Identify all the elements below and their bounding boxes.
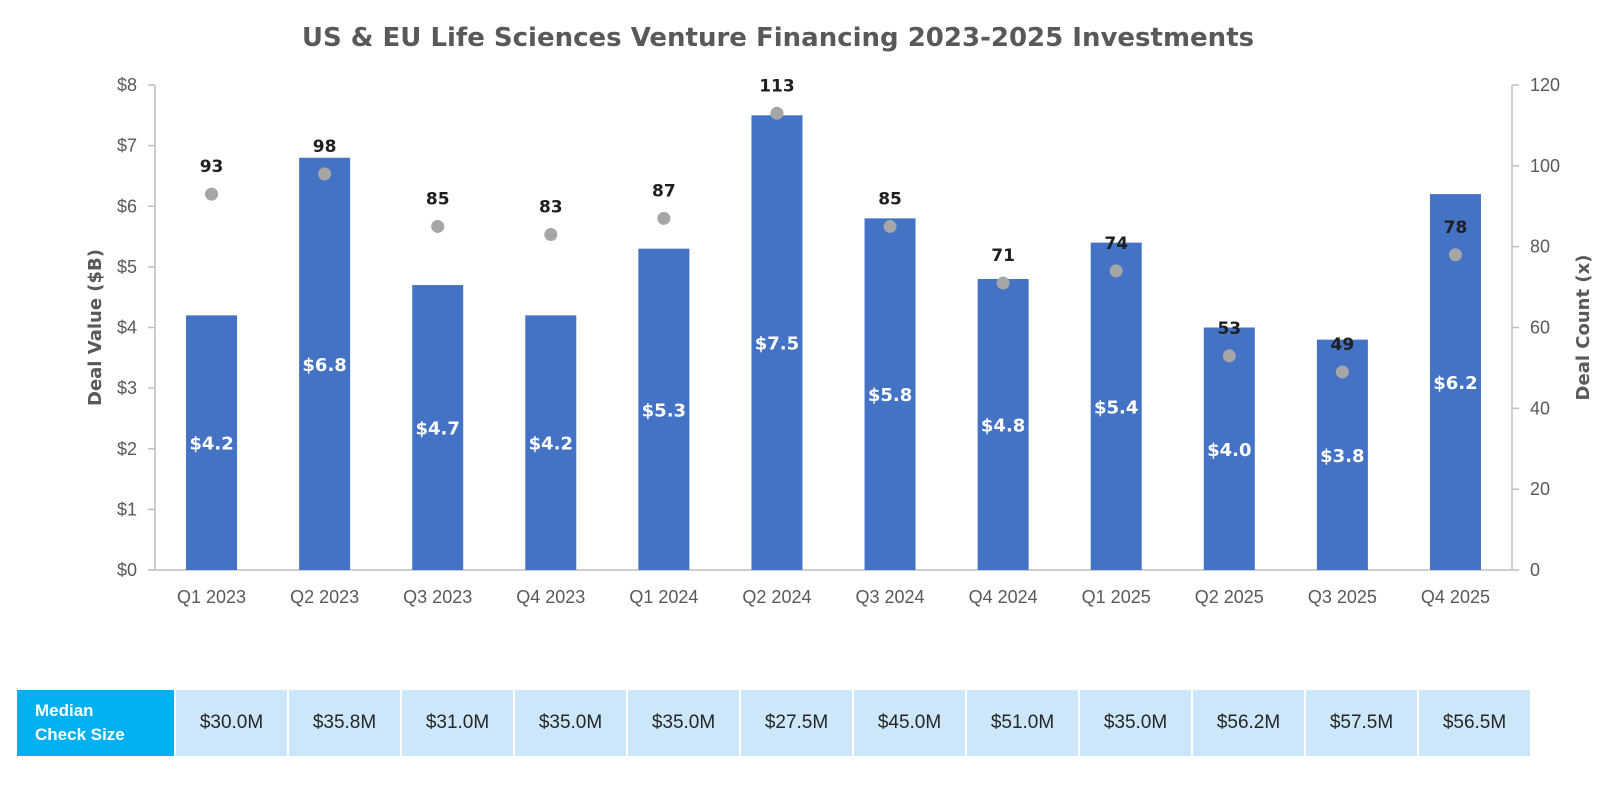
y-tick-label-left: $2 <box>117 439 137 459</box>
y-tick-label-right: 120 <box>1530 75 1560 95</box>
header-line-2: Check Size <box>35 725 125 744</box>
deal-count-label: 83 <box>539 198 563 218</box>
deal-count-point <box>1222 349 1236 363</box>
median-value-cell: $35.0M <box>513 688 628 758</box>
median-value-cell: $31.0M <box>400 688 515 758</box>
deal-count-label: 113 <box>759 76 795 96</box>
deal-count-label: 93 <box>200 157 224 177</box>
x-tick-label: Q3 2025 <box>1308 587 1377 607</box>
deal-count-point <box>205 187 219 201</box>
deal-count-label: 98 <box>313 137 337 157</box>
x-tick-label: Q4 2023 <box>516 587 585 607</box>
bar-value-label: $5.3 <box>642 400 686 421</box>
deal-count-label: 87 <box>652 181 676 201</box>
plot-area: $0 $1 $2 $3 $4 $5 $6 $7 $8 0 20 40 60 80 100 120 Deal Va… <box>85 75 1594 607</box>
y-tick-label-left: $5 <box>117 257 137 277</box>
deal-count-point <box>431 219 445 233</box>
deal-count-point <box>544 228 558 242</box>
y-tick-label-left: $7 <box>117 136 137 156</box>
bar <box>751 115 803 570</box>
bar-value-label: $6.8 <box>302 355 346 376</box>
median-value-cell: $35.8M <box>287 688 402 758</box>
bar-value-label: $4.7 <box>415 419 459 440</box>
median-check-size-row: Median Check Size $30.0M $35.8M $31.0M $… <box>15 688 1532 758</box>
deal-count-point <box>996 276 1010 290</box>
median-value-cell: $30.0M <box>174 688 289 758</box>
y-tick-label-left: $6 <box>117 196 137 216</box>
bar <box>1203 327 1255 570</box>
x-tick-label: Q2 2025 <box>1195 587 1264 607</box>
bar <box>186 315 238 570</box>
y-tick-label-right: 100 <box>1530 156 1560 176</box>
median-value-cell: $27.5M <box>739 688 854 758</box>
deal-count-point <box>1448 248 1462 262</box>
median-check-size-table: Median Check Size $30.0M $35.8M $31.0M $… <box>15 688 1532 758</box>
x-tick-label: Q3 2024 <box>856 587 925 607</box>
y-tick-label-right: 80 <box>1530 237 1550 257</box>
y-tick-label-left: $8 <box>117 75 137 95</box>
x-tick-label: Q1 2024 <box>629 587 698 607</box>
bar <box>299 157 351 570</box>
bar-value-label: $5.4 <box>1094 397 1138 418</box>
x-tick-label: Q2 2024 <box>742 587 811 607</box>
bar <box>864 218 916 570</box>
deal-count-point <box>657 211 671 225</box>
deal-count-label: 49 <box>1331 335 1355 355</box>
y-axis-title-left: Deal Value ($B) <box>85 249 106 406</box>
median-value-cell: $51.0M <box>965 688 1080 758</box>
median-value-cell: $35.0M <box>626 688 741 758</box>
x-tick-label: Q1 2023 <box>177 587 246 607</box>
header-line-1: Median <box>35 701 94 720</box>
bar-value-label: $4.0 <box>1207 440 1251 461</box>
bar <box>1090 242 1142 570</box>
deal-count-point <box>770 106 784 120</box>
bar-value-label: $3.8 <box>1320 446 1364 467</box>
x-tick-label: Q3 2023 <box>403 587 472 607</box>
bar-value-label: $4.2 <box>189 434 233 455</box>
chart-title: US & EU Life Sciences Venture Financing … <box>302 23 1254 53</box>
median-value-cell: $45.0M <box>852 688 967 758</box>
deal-count-label: 78 <box>1444 218 1468 238</box>
bar-value-label: $5.8 <box>868 385 912 406</box>
y-tick-label-right: 0 <box>1530 560 1540 580</box>
deal-count-label: 74 <box>1104 234 1128 254</box>
bar-value-label: $4.2 <box>529 434 573 455</box>
bar <box>412 285 464 570</box>
bar-value-label: $6.2 <box>1433 373 1477 394</box>
bar <box>638 248 690 570</box>
bar-value-label: $7.5 <box>755 334 799 355</box>
deal-count-point <box>1109 264 1123 278</box>
bar-value-label: $4.8 <box>981 416 1025 437</box>
x-tick-label: Q4 2024 <box>969 587 1038 607</box>
x-tick-label: Q4 2025 <box>1421 587 1490 607</box>
y-tick-label-left: $3 <box>117 378 137 398</box>
deal-count-point <box>318 167 332 181</box>
deal-count-point <box>1335 365 1349 379</box>
x-tick-label: Q1 2025 <box>1082 587 1151 607</box>
median-value-cell: $56.5M <box>1417 688 1532 758</box>
median-value-cell: $56.2M <box>1191 688 1306 758</box>
y-tick-label-right: 20 <box>1530 479 1550 499</box>
median-value-cell: $35.0M <box>1078 688 1193 758</box>
x-tick-label: Q2 2023 <box>290 587 359 607</box>
y-tick-label-right: 60 <box>1530 318 1550 338</box>
y-tick-label-left: $4 <box>117 318 137 338</box>
y-tick-label-right: 40 <box>1530 398 1550 418</box>
median-check-size-header: Median Check Size <box>15 688 176 758</box>
deal-count-label: 85 <box>426 189 450 209</box>
deal-count-point <box>883 219 897 233</box>
bar <box>525 315 577 570</box>
median-value-cell: $57.5M <box>1304 688 1419 758</box>
deal-count-label: 53 <box>1217 319 1241 339</box>
deal-count-label: 85 <box>878 189 902 209</box>
y-axis-title-right: Deal Count (x) <box>1573 255 1594 401</box>
y-tick-label-left: $0 <box>117 560 137 580</box>
deal-count-label: 71 <box>991 246 1015 266</box>
y-tick-label-left: $1 <box>117 499 137 519</box>
bar <box>977 279 1029 570</box>
